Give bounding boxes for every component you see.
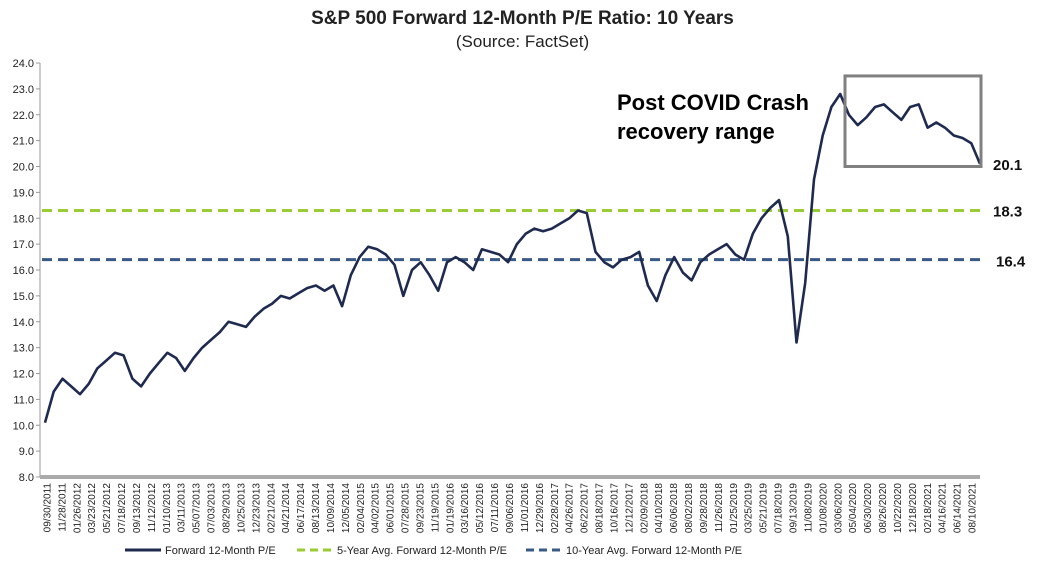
legend-label: 10-Year Avg. Forward 12-Month P/E [566,545,742,557]
x-tick-label: 09/13/2019 [788,483,799,533]
chart-title: S&P 500 Forward 12-Month P/E Ratio: 10 Y… [311,8,734,29]
x-tick-label: 06/22/2017 [580,483,591,533]
x-tick-label: 07/18/2019 [774,483,785,533]
x-tick-label: 07/11/2016 [490,483,501,533]
x-tick-label: 10/09/2014 [326,483,337,533]
x-tick-label: 09/30/2011 [42,483,53,533]
x-tick-label: 09/28/2018 [699,483,710,533]
y-tick-label: 14.0 [13,317,34,329]
y-tick-label: 20.0 [13,162,34,174]
x-tick-label: 12/18/2020 [908,483,919,533]
x-tick-label: 09/06/2016 [505,483,516,533]
annotation-recovery-line2: recovery range [617,119,775,144]
recovery-range-box [843,74,983,168]
ten-year-avg-label: 16.4 [996,254,1026,271]
x-tick-label: 07/18/2012 [117,483,128,533]
y-tick-label: 11.0 [13,394,34,406]
x-tick-label: 11/28/2011 [57,483,68,532]
x-tick-label: 01/10/2013 [162,483,173,533]
x-tick-label: 05/21/2019 [759,483,770,533]
x-tick-label: 01/19/2016 [445,483,456,533]
x-tick-label: 07/28/2015 [401,483,412,533]
y-tick-label: 13.0 [13,343,34,355]
x-tick-label: 03/16/2016 [460,483,471,533]
y-tick-label: 12.0 [13,369,34,381]
x-tick-label: 04/21/2014 [281,483,292,533]
x-tick-label: 06/17/2014 [296,483,307,533]
legend-label: Forward 12-Month P/E [165,545,276,557]
x-tick-label: 06/06/2018 [669,483,680,533]
x-tick-label: 10/22/2020 [893,483,904,533]
annotation-recovery-line1: Post COVID Crash [617,90,809,115]
y-tick-label: 10.0 [13,420,34,432]
y-tick-label: 15.0 [13,291,34,303]
x-tick-label: 10/25/2013 [236,483,247,533]
y-tick-label: 8.0 [19,472,34,484]
x-tick-label: 12/23/2013 [251,483,262,533]
x-tick-label: 03/11/2013 [177,483,188,533]
y-tick-label: 17.0 [13,239,34,251]
x-tick-label: 02/09/2018 [639,483,650,533]
current-value-label: 20.1 [993,157,1022,174]
x-tick-label: 05/21/2012 [102,483,113,533]
x-tick-label: 10/16/2017 [609,483,620,533]
x-tick-label: 05/07/2013 [192,483,203,533]
x-tick-label: 04/16/2021 [938,483,949,533]
x-tick-label: 02/04/2015 [356,483,367,533]
x-tick-label: 08/13/2014 [311,483,322,533]
five-year-avg-label: 18.3 [993,203,1022,220]
x-tick-label: 04/26/2017 [565,483,576,533]
x-tick-label: 09/23/2015 [415,483,426,533]
x-tick-label: 08/02/2018 [684,483,695,533]
x-tick-label: 08/10/2021 [968,483,979,533]
x-tick-label: 01/08/2020 [818,483,829,533]
x-tick-label: 03/25/2019 [744,483,755,533]
legend-label: 5-Year Avg. Forward 12-Month P/E [337,545,507,557]
y-tick-label: 23.0 [13,84,34,96]
x-tick-label: 06/14/2021 [953,483,964,533]
x-tick-label: 09/13/2012 [132,483,143,533]
x-tick-label: 08/26/2020 [878,483,889,533]
x-tick-label: 11/01/2016 [520,483,531,533]
x-tick-label: 12/05/2014 [341,483,352,533]
x-tick-label: 11/26/2018 [714,483,725,533]
y-tick-label: 24.0 [13,58,34,70]
x-tick-label: 08/29/2013 [222,483,233,533]
y-tick-label: 19.0 [13,187,34,199]
x-tick-label: 06/01/2015 [386,483,397,533]
x-tick-label: 02/21/2014 [266,483,277,533]
x-tick-label: 12/29/2016 [535,483,546,533]
x-tick-label: 05/04/2020 [848,483,859,533]
x-tick-label: 11/08/2019 [803,483,814,533]
y-tick-label: 18.0 [13,213,34,225]
x-tick-label: 04/10/2018 [654,483,665,533]
pe-series-line [43,92,982,424]
x-tick-label: 03/06/2020 [833,483,844,533]
y-tick-label: 21.0 [13,136,34,148]
x-tick-label: 02/28/2017 [550,483,561,533]
y-tick-label: 22.0 [13,110,34,122]
chart-subtitle: (Source: FactSet) [455,32,590,51]
x-tick-label: 01/26/2012 [72,483,83,533]
x-tick-label: 06/30/2020 [863,483,874,533]
x-tick-label: 02/18/2021 [923,483,934,533]
y-tick-label: 9.0 [19,446,34,458]
x-tick-label: 08/18/2017 [595,483,606,533]
x-tick-label: 11/19/2015 [430,483,441,533]
x-tick-label: 03/23/2012 [87,483,98,533]
x-tick-label: 12/12/2017 [624,483,635,533]
x-tick-label: 01/25/2019 [729,483,740,533]
x-tick-label: 04/02/2015 [371,483,382,533]
x-tick-label: 05/12/2016 [475,483,486,533]
x-tick-label: 11/12/2012 [147,483,158,533]
x-tick-label: 07/03/2013 [207,483,218,533]
y-tick-label: 16.0 [13,265,34,277]
